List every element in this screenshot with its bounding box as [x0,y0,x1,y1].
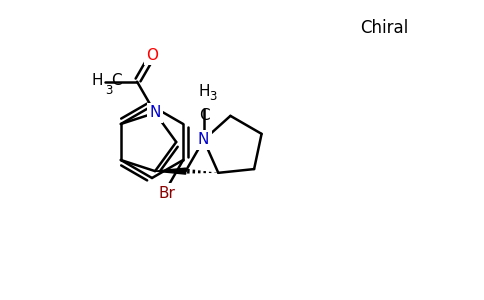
Text: N: N [198,132,210,147]
Text: C: C [199,108,210,123]
Text: H: H [91,73,103,88]
Text: Br: Br [159,186,176,201]
Text: C: C [111,73,121,88]
Text: N: N [150,105,161,120]
Text: 3: 3 [106,84,113,97]
Text: O: O [146,48,158,63]
Text: Chiral: Chiral [360,19,408,37]
Text: 3: 3 [210,90,217,103]
Polygon shape [155,168,186,174]
Text: H: H [199,84,211,99]
